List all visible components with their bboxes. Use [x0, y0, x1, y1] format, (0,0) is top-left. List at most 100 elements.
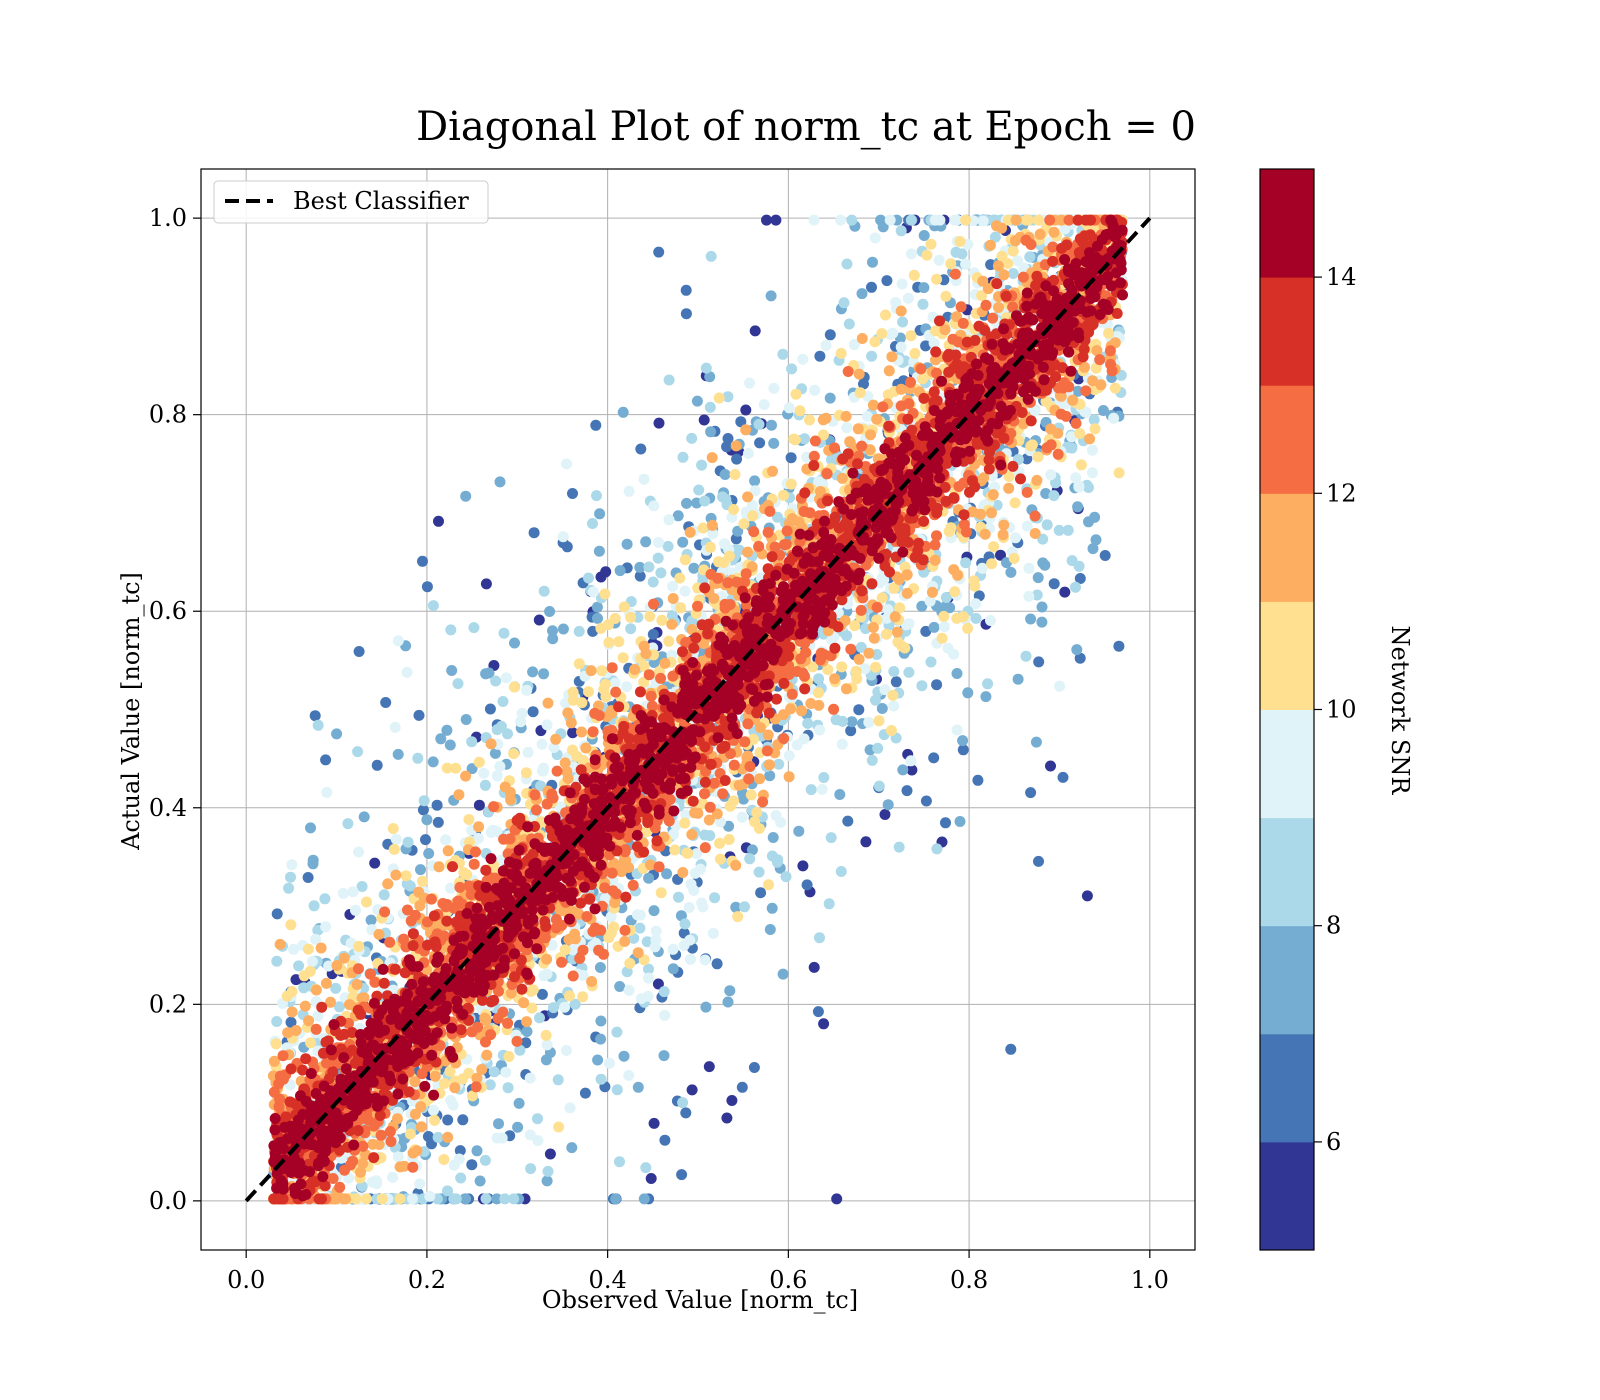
scatter-point	[683, 902, 695, 913]
scatter-point	[592, 612, 603, 624]
scatter-point	[497, 696, 509, 707]
scatter-point	[809, 435, 821, 447]
scatter-point	[569, 998, 581, 1010]
scatter-point	[883, 365, 895, 377]
scatter-point	[417, 555, 428, 567]
scatter-point	[841, 258, 853, 270]
scatter-point	[560, 1045, 572, 1056]
scatter-point	[527, 666, 539, 678]
scatter-point	[845, 725, 857, 737]
scatter-point	[733, 544, 745, 556]
scatter-point	[427, 600, 439, 612]
scatter-point	[797, 353, 809, 365]
scatter-point	[446, 665, 458, 676]
scatter-point	[890, 676, 902, 688]
scatter-point	[916, 600, 928, 612]
scatter-point	[918, 230, 930, 241]
scatter-point	[851, 673, 863, 685]
scatter-point	[371, 1178, 383, 1190]
scatter-point	[846, 716, 858, 728]
scatter-point	[481, 1049, 493, 1061]
scatter-point	[686, 1084, 698, 1096]
scatter-point	[797, 860, 809, 872]
scatter-point	[404, 1128, 416, 1140]
scatter-point	[777, 968, 789, 980]
scatter-point	[331, 960, 343, 971]
scatter-point	[765, 290, 777, 302]
scatter-point	[793, 825, 805, 837]
scatter-point	[1009, 235, 1021, 247]
scatter-point	[1020, 650, 1032, 662]
scatter-point	[688, 562, 700, 574]
scatter-point	[877, 401, 889, 413]
scatter-point	[802, 717, 814, 729]
scatter-point	[867, 256, 878, 268]
scatter-point	[585, 665, 597, 677]
scatter-point	[414, 1178, 426, 1190]
scatter-point	[905, 330, 917, 342]
scatter-point	[557, 531, 569, 543]
scatter-point	[413, 886, 425, 898]
scatter-point	[361, 896, 372, 908]
scatter-point	[509, 637, 520, 649]
scatter-point	[723, 550, 735, 562]
scatter-point	[547, 633, 559, 645]
scatter-point	[684, 934, 696, 946]
scatter-point	[656, 614, 668, 626]
scatter-point	[1009, 497, 1021, 509]
scatter-point	[905, 248, 917, 260]
scatter-point	[979, 528, 991, 540]
scatter-point	[829, 442, 840, 454]
scatter-point	[382, 878, 394, 890]
scatter-point	[796, 705, 807, 717]
scatter-point	[365, 914, 377, 926]
scatter-point	[655, 567, 667, 579]
scatter-point	[444, 739, 456, 751]
scatter-point	[577, 991, 589, 1003]
scatter-point	[834, 789, 846, 800]
scatter-point	[706, 452, 718, 464]
scatter-point	[722, 996, 734, 1008]
scatter-point	[521, 1016, 533, 1028]
scatter-point	[663, 374, 675, 386]
scatter-point	[1087, 444, 1098, 456]
scatter-point	[591, 490, 602, 502]
scatter-point	[463, 814, 475, 825]
scatter-point	[480, 1193, 492, 1205]
scatter-point	[533, 614, 545, 626]
scatter-point	[876, 703, 888, 714]
scatter-point	[307, 854, 319, 866]
scatter-point	[641, 936, 653, 948]
scatter-point	[853, 368, 865, 380]
scatter-point	[618, 601, 630, 613]
scatter-point	[541, 968, 553, 980]
scatter-point	[713, 392, 725, 404]
scatter-point	[1007, 245, 1019, 257]
scatter-point	[917, 298, 929, 310]
scatter-point	[516, 707, 528, 719]
scatter-point	[749, 475, 761, 487]
scatter-point	[873, 715, 885, 727]
scatter-point	[677, 867, 689, 878]
scatter-point	[540, 1029, 552, 1041]
scatter-point	[542, 697, 554, 709]
scatter-point	[783, 402, 795, 414]
scatter-point	[902, 292, 914, 304]
scatter-point	[952, 569, 964, 581]
scatter-point	[699, 495, 711, 507]
scatter-point	[576, 726, 587, 738]
scatter-point	[644, 610, 656, 622]
scatter-point	[991, 220, 1002, 232]
scatter-point	[735, 416, 747, 428]
scatter-point	[1033, 855, 1044, 867]
scatter-point	[480, 578, 492, 590]
scatter-point	[534, 1012, 545, 1024]
scatter-point	[571, 750, 583, 762]
scatter-point	[647, 576, 659, 588]
scatter-point	[940, 592, 952, 603]
scatter-point	[704, 401, 716, 413]
scatter-point	[474, 1175, 486, 1187]
scatter-point	[392, 1151, 404, 1163]
scatter-point	[478, 767, 490, 779]
scatter-point	[866, 754, 878, 766]
